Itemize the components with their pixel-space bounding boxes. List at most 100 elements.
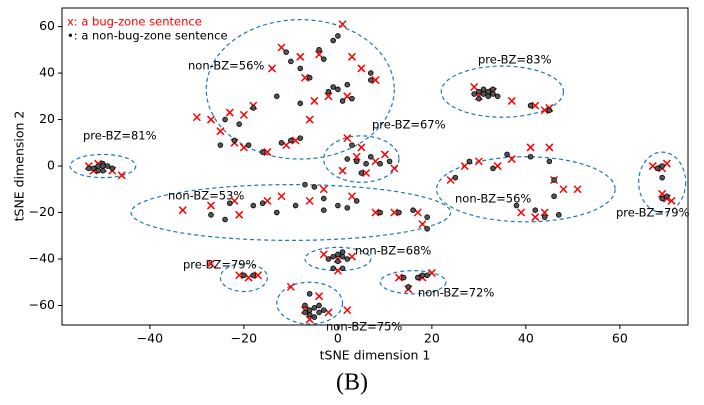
non-bug-zone-point [377, 209, 383, 216]
y-axis-label: tSNE dimension 2 [12, 111, 27, 222]
bug-zone-point [343, 306, 352, 315]
non-bug-zone-point [306, 307, 313, 313]
bug-zone-point [305, 115, 314, 124]
non-bug-zone-point [466, 158, 473, 165]
cluster-outline [435, 156, 616, 223]
non-bug-zone-point [555, 212, 562, 218]
non-bug-zone-point [659, 174, 665, 181]
non-bug-zone-point [480, 86, 487, 93]
bug-zone-point [286, 282, 295, 291]
non-bug-zone-point [405, 284, 412, 290]
cluster-label: non-BZ=72% [418, 286, 494, 300]
non-bug-zone-point [302, 181, 308, 188]
non-bug-zone-point [330, 253, 336, 260]
bug-zone-point [343, 134, 352, 143]
non-bug-zone-point [377, 160, 383, 167]
bug-zone-point [517, 208, 526, 217]
cluster-outline [130, 184, 452, 242]
non-bug-zone-point [320, 207, 327, 213]
non-bug-zone-point [527, 153, 534, 160]
legend-entry: x: a bug-zone sentence [67, 15, 202, 29]
non-bug-zone-point [288, 58, 294, 65]
non-bug-zone-point [480, 91, 487, 97]
non-bug-zone-point [363, 160, 369, 167]
non-bug-zone-point [335, 33, 341, 39]
non-bug-zone-point [311, 305, 318, 311]
non-bug-zone-point [208, 212, 214, 218]
non-bug-zone-point [344, 256, 351, 262]
bug-zone-point [531, 213, 540, 222]
cluster-outline [69, 153, 137, 179]
bug-zone-point [390, 208, 399, 217]
non-bug-zone-point [311, 314, 318, 320]
bug-zone-point [192, 113, 201, 122]
bug-zone-point [507, 155, 516, 164]
x-tick-label: −20 [231, 331, 257, 346]
bug-zone-point [474, 157, 483, 166]
non-bug-zone-point [358, 170, 365, 176]
non-bug-zone-point [551, 193, 557, 200]
bug-zone-point [418, 220, 427, 229]
non-bug-zone-point [532, 207, 539, 213]
bug-zone-point [206, 259, 216, 268]
non-bug-zone-point [306, 311, 313, 318]
non-bug-zone-point [259, 200, 266, 207]
bug-zone-point [300, 73, 310, 82]
non-bug-zone-point [250, 272, 257, 279]
bug-zone-point [526, 143, 535, 152]
non-bug-zone-point [109, 165, 116, 172]
bug-zone-point [296, 52, 305, 61]
bug-zone-point [253, 271, 263, 280]
non-bug-zone-point [504, 151, 510, 158]
bug-zone-point [235, 271, 244, 280]
cluster-outline [276, 281, 344, 325]
non-bug-zone-point [330, 84, 336, 90]
x-tick-label: 20 [424, 331, 440, 346]
cluster-label: pre-BZ=79% [183, 258, 257, 272]
y-tick-label: −20 [29, 204, 55, 219]
non-bug-zone-point [452, 174, 459, 181]
cluster-label: non-BZ=56% [188, 59, 264, 73]
bug-zone-point [263, 148, 272, 157]
bug-zone-point [352, 152, 361, 161]
non-bug-zone-point [551, 177, 557, 183]
non-bug-zone-point [490, 86, 496, 93]
bug-zone-point [540, 106, 549, 115]
non-bug-zone-point [527, 102, 534, 109]
non-bug-zone-point [330, 265, 336, 272]
non-bug-zone-point [297, 65, 304, 72]
bug-zone-point [277, 192, 286, 201]
y-tick-label: 60 [39, 18, 55, 33]
x-tick-label: −40 [137, 331, 163, 346]
y-tick-label: −40 [29, 250, 55, 265]
non-bug-zone-point [419, 272, 426, 279]
bug-zone-point [470, 82, 479, 92]
y-tick-label: 40 [39, 65, 55, 80]
cluster-label: pre-BZ=79% [616, 206, 690, 220]
non-bug-zone-point [316, 47, 322, 53]
cluster-label: non-BZ=75% [326, 320, 402, 334]
non-bug-zone-point [546, 158, 553, 165]
non-bug-zone-point [476, 95, 482, 102]
non-bug-zone-point [414, 274, 421, 281]
non-bug-zone-point [95, 163, 101, 169]
non-bug-zone-point [546, 107, 553, 114]
bug-zone-point [390, 164, 399, 173]
non-bug-zone-point [400, 274, 407, 281]
non-bug-zone-point [339, 249, 346, 255]
bug-zone-point [362, 168, 371, 178]
non-bug-zone-point [278, 139, 285, 146]
non-bug-zone-point [335, 258, 341, 265]
x-axis-label: tSNE dimension 1 [320, 348, 431, 363]
bug-zone-point [216, 127, 225, 136]
non-bug-zone-point [386, 158, 393, 165]
bug-zone-point [371, 208, 380, 217]
non-bug-zone-point [659, 163, 665, 169]
bug-zone-point [225, 108, 234, 117]
non-bug-zone-point [217, 142, 224, 148]
bug-zone-point [559, 185, 568, 194]
bug-zone-point [338, 166, 347, 175]
cluster-outline [219, 263, 268, 293]
non-bug-zone-point [367, 70, 374, 76]
x-tick-label: 60 [612, 331, 628, 346]
